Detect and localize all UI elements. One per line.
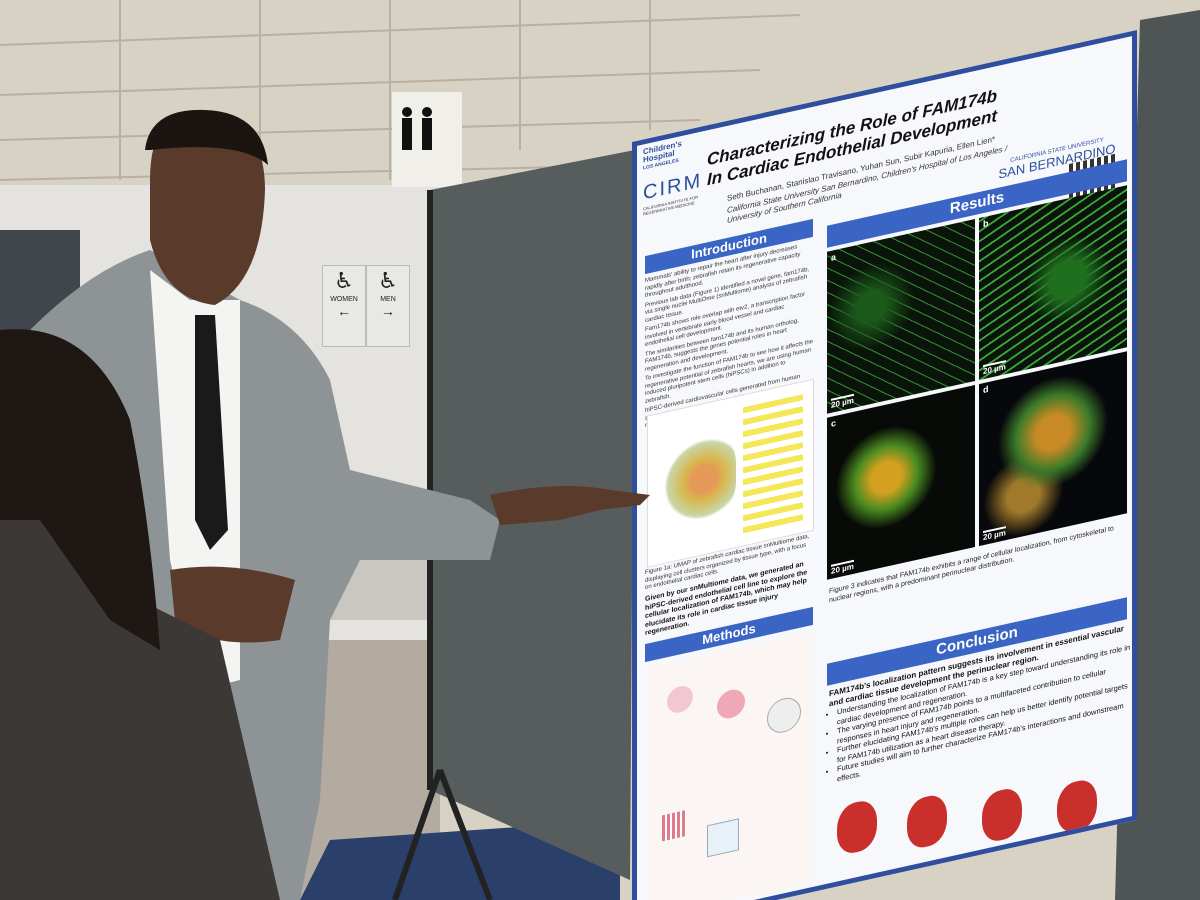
man-hair	[145, 109, 268, 165]
easel-leg	[437, 768, 493, 900]
arrow-right: →	[381, 303, 395, 319]
men-label: MEN	[380, 296, 396, 303]
arrow-left: ←	[337, 303, 351, 319]
women-icon: ♿	[334, 268, 354, 293]
women-label: WOMEN	[330, 296, 358, 303]
carpet	[300, 820, 620, 900]
man-tie	[195, 315, 228, 550]
man-left-hand	[170, 566, 295, 643]
woman-hair	[0, 329, 160, 650]
women-sign: ♿ WOMEN ←	[322, 265, 366, 347]
restroom-icons	[402, 107, 432, 150]
men-icon: ♿	[378, 268, 398, 293]
man-head	[150, 111, 265, 305]
man-hand	[490, 486, 650, 525]
easel-leg	[392, 769, 443, 900]
tile-lines	[0, 0, 801, 181]
men-sign: ♿ MEN →	[366, 265, 410, 347]
